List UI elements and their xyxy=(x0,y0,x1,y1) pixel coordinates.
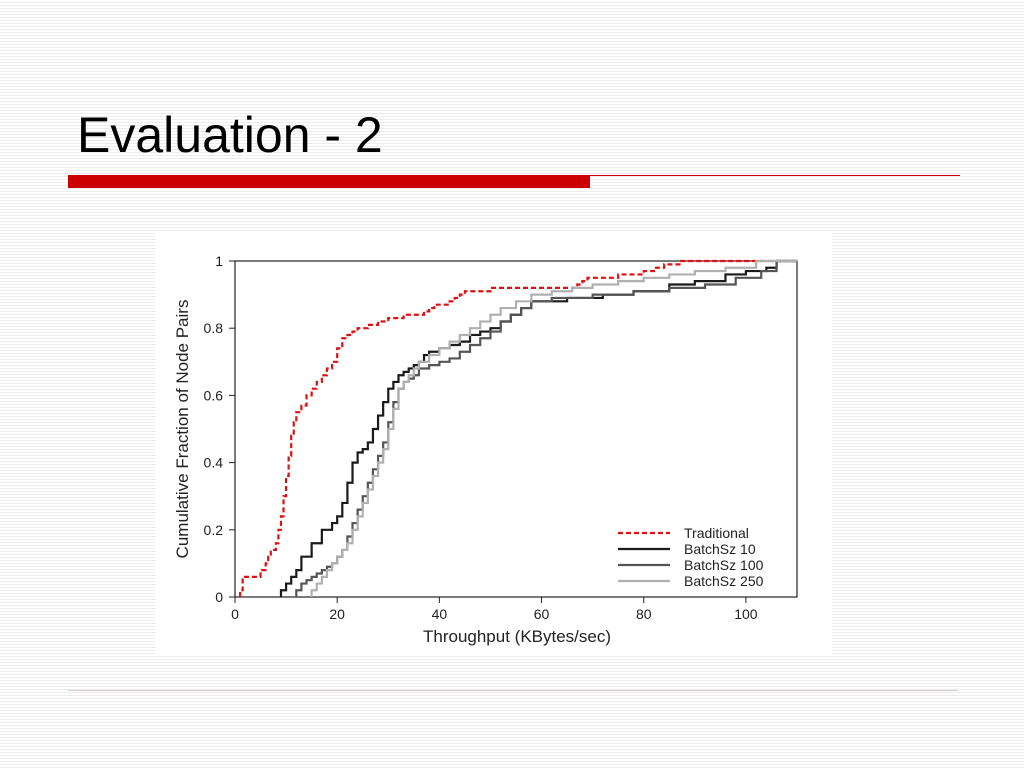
x-axis-label: Throughput (KBytes/sec) xyxy=(423,627,611,646)
x-tick-label: 40 xyxy=(432,606,448,622)
x-tick-label: 0 xyxy=(231,606,239,622)
footer-rule xyxy=(68,690,958,691)
x-tick-label: 100 xyxy=(734,606,758,622)
title-accent-rule xyxy=(590,175,960,176)
legend-label-2: BatchSz 100 xyxy=(684,557,764,573)
series-line-3 xyxy=(310,259,797,597)
chart-panel: 0 20 40 60 80 100 0 0.2 0.4 0.6 0.8 1 Throughput (KB… xyxy=(155,232,832,656)
title-accent-bar xyxy=(68,175,590,188)
y-axis-label: Cumulative Fraction of Node Pairs xyxy=(173,300,192,559)
x-tick-label: 80 xyxy=(636,606,652,622)
y-tick-label: 0.4 xyxy=(204,455,224,471)
y-tick-label: 0.6 xyxy=(204,387,224,403)
cdf-chart: 0 20 40 60 80 100 0 0.2 0.4 0.6 0.8 1 Throughput (KB… xyxy=(173,253,798,646)
y-tick-label: 0.8 xyxy=(204,320,224,336)
y-tick-label: 0.2 xyxy=(204,522,224,538)
y-tick-label: 1 xyxy=(215,253,223,269)
x-tick-label: 60 xyxy=(534,606,550,622)
series-line-0 xyxy=(239,259,797,597)
legend-label-0: Traditional xyxy=(684,525,749,541)
plot-frame xyxy=(234,260,798,598)
slide-title: Evaluation - 2 xyxy=(77,107,383,163)
x-tick-label: 20 xyxy=(329,606,345,622)
y-tick-label: 0 xyxy=(215,589,223,605)
legend-label-3: BatchSz 250 xyxy=(684,573,764,589)
legend-label-1: BatchSz 10 xyxy=(684,541,756,557)
